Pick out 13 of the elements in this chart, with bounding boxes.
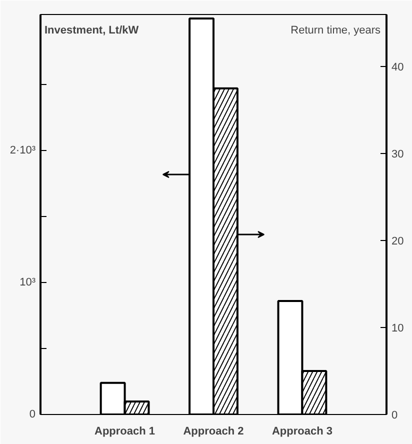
y-tick-label: 0 — [29, 408, 36, 420]
y2-tick-label: 30 — [392, 148, 404, 161]
y2-tick-label: 10 — [392, 322, 404, 335]
y-tick-label: 2·10³ — [10, 144, 36, 156]
y2-axis-title: Return time, years — [290, 24, 381, 36]
y-axis-title: Investment, Lt/kW — [44, 24, 140, 36]
y2-tick-label: 40 — [392, 62, 404, 74]
y-tick-label: 10³ — [20, 276, 36, 288]
y2-tick-label: 0 — [392, 410, 398, 422]
x-tick-label: Approach 3 — [272, 426, 332, 438]
x-tick-label: Approach 2 — [183, 426, 244, 438]
x-tick-label: Approach 1 — [94, 426, 156, 438]
y2-tick-label: 20 — [392, 236, 404, 248]
